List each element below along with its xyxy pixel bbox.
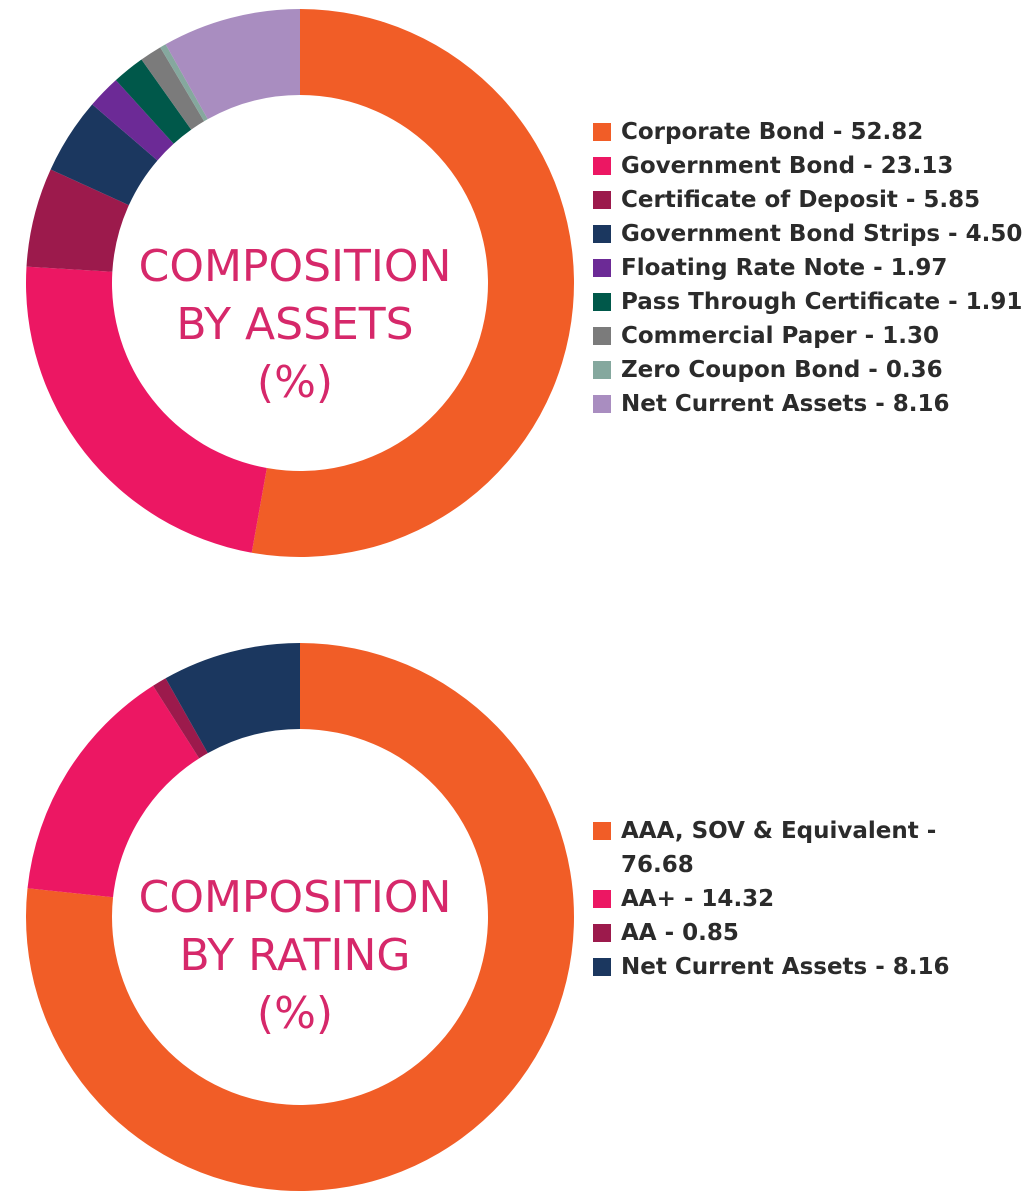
slice-aa xyxy=(153,678,208,759)
legend-label: AAA, SOV & Equivalent - 76.68 xyxy=(621,818,937,878)
assets-donut xyxy=(26,8,575,557)
rating-donut xyxy=(26,643,575,1191)
legend-swatch xyxy=(593,822,611,840)
legend-item-net-current-assets: Net Current Assets - 8.16 xyxy=(593,950,961,984)
legend-label: Certificate of Deposit - 5.85 xyxy=(621,187,981,213)
legend-item-commercial-paper: Commercial Paper - 1.30 xyxy=(593,319,1022,353)
legend-item-corporate-bond: Corporate Bond - 52.82 xyxy=(593,115,1022,149)
slice-commercial-paper xyxy=(141,47,205,130)
legend-item-pass-through-certificate: Pass Through Certificate - 1.91 xyxy=(593,285,1022,319)
slice-floating-rate-note xyxy=(92,80,174,161)
slice-pass-through-certificate xyxy=(115,59,192,144)
slice-certificate-of-deposit xyxy=(26,169,129,272)
legend-item-aaa-sov-equivalent: AAA, SOV & Equivalent - 76.68 xyxy=(593,814,961,882)
rating-legend: AAA, SOV & Equivalent - 76.68 AA+ - 14.32… xyxy=(593,814,961,984)
slice-government-bond-strips xyxy=(50,104,158,206)
legend-label: Net Current Assets - 8.16 xyxy=(621,391,950,417)
legend-swatch xyxy=(593,123,611,141)
assets-composition-chart: COMPOSITION BY ASSETS (%) Corporate Bond… xyxy=(0,0,1029,600)
legend-label: Floating Rate Note - 1.97 xyxy=(621,255,948,281)
legend-swatch xyxy=(593,327,611,345)
legend-swatch xyxy=(593,395,611,413)
assets-center-title: COMPOSITION BY ASSETS (%) xyxy=(95,238,495,412)
assets-title-line-1: COMPOSITION xyxy=(138,241,452,292)
legend-swatch xyxy=(593,225,611,243)
assets-title-line-3: (%) xyxy=(256,357,334,408)
legend-item-net-current-assets: Net Current Assets - 8.16 xyxy=(593,387,1022,421)
legend-label: AA+ - 14.32 xyxy=(621,886,775,912)
legend-item-zero-coupon-bond: Zero Coupon Bond - 0.36 xyxy=(593,353,1022,387)
rating-center-title: COMPOSITION BY RATING (%) xyxy=(95,869,495,1043)
legend-item-government-bond: Government Bond - 23.13 xyxy=(593,149,1022,183)
slice-net-current-assets xyxy=(165,8,300,120)
legend-label: Government Bond - 23.13 xyxy=(621,153,954,179)
legend-swatch xyxy=(593,890,611,908)
assets-title-line-2: BY ASSETS xyxy=(176,299,414,350)
legend-swatch xyxy=(593,958,611,976)
legend-item-floating-rate-note: Floating Rate Note - 1.97 xyxy=(593,251,1022,285)
rating-title-line-2: BY RATING xyxy=(179,930,411,981)
slice-aaa-sov-equivalent xyxy=(26,643,575,1191)
legend-item-government-bond-strips: Government Bond Strips - 4.50 xyxy=(593,217,1022,251)
legend-swatch xyxy=(593,361,611,379)
slice-aa xyxy=(27,685,200,898)
slice-government-bond xyxy=(26,266,267,553)
legend-item-certificate-of-deposit: Certificate of Deposit - 5.85 xyxy=(593,183,1022,217)
slice-net-current-assets xyxy=(165,643,300,754)
legend-item-aa: AA+ - 14.32 xyxy=(593,882,961,916)
legend-item-aa: AA - 0.85 xyxy=(593,916,961,950)
legend-label: Corporate Bond - 52.82 xyxy=(621,119,924,145)
legend-label: Commercial Paper - 1.30 xyxy=(621,323,939,349)
slice-zero-coupon-bond xyxy=(160,44,208,122)
legend-swatch xyxy=(593,191,611,209)
legend-swatch xyxy=(593,924,611,942)
rating-composition-chart: COMPOSITION BY RATING (%) AAA, SOV & Equ… xyxy=(0,630,1029,1201)
legend-label: AA - 0.85 xyxy=(621,920,739,946)
legend-label: Pass Through Certificate - 1.91 xyxy=(621,289,1023,315)
rating-title-line-3: (%) xyxy=(256,988,334,1039)
legend-swatch xyxy=(593,293,611,311)
legend-swatch xyxy=(593,259,611,277)
slice-corporate-bond xyxy=(251,9,575,557)
rating-title-line-1: COMPOSITION xyxy=(138,872,452,923)
legend-label: Government Bond Strips - 4.50 xyxy=(621,221,1023,247)
assets-legend: Corporate Bond - 52.82 Government Bond - … xyxy=(593,115,1022,421)
legend-label: Zero Coupon Bond - 0.36 xyxy=(621,357,943,383)
legend-swatch xyxy=(593,157,611,175)
legend-label: Net Current Assets - 8.16 xyxy=(621,954,950,980)
